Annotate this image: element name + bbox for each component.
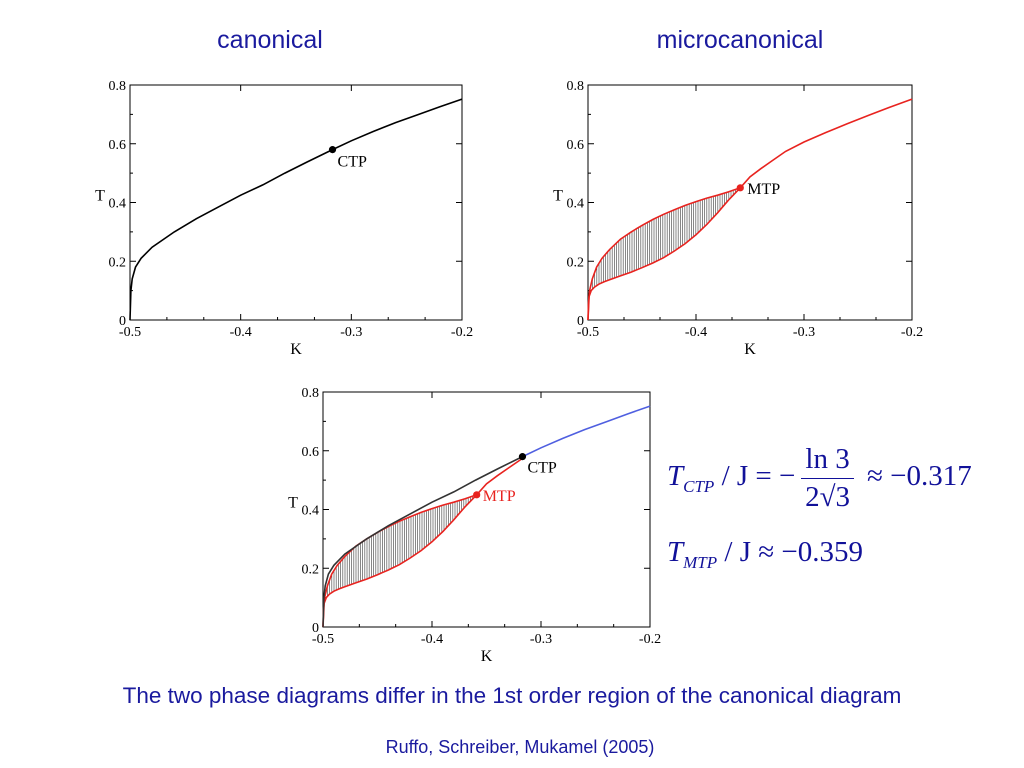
series-line-upper — [587, 187, 741, 321]
plot-frame — [322, 391, 651, 628]
y-tick-label: 0.4 — [302, 504, 320, 519]
y-tick-label: 0.4 — [109, 197, 127, 212]
mtp-sub: MTP — [683, 553, 718, 572]
y-tick-label: 0.8 — [302, 386, 320, 401]
ctp-denominator: 2√3 — [805, 481, 850, 513]
y-tick-label: 0.2 — [302, 562, 320, 577]
y-tick-label: 0.8 — [567, 79, 585, 94]
x-tick-label: -0.4 — [230, 325, 252, 340]
y-tick-label: 0.6 — [567, 138, 585, 153]
x-tick-label: -0.4 — [421, 632, 443, 647]
x-tick-label: -0.2 — [451, 325, 473, 340]
hatch-region — [324, 495, 476, 601]
x-tick-label: -0.5 — [577, 325, 599, 340]
ctp-t: T — [667, 460, 684, 493]
y-tick-label: 0 — [577, 314, 584, 329]
y-axis-label: T — [553, 188, 563, 205]
x-tick-label: -0.4 — [685, 325, 707, 340]
y-tick-label: 0.6 — [109, 138, 127, 153]
y-tick-label: 0 — [119, 314, 126, 329]
ctp-fraction: ln 3 2√3 — [801, 443, 854, 514]
citation: Ruffo, Schreiber, Mukamel (2005) — [385, 737, 655, 757]
series-line-lower — [322, 494, 478, 628]
mtp-formula: TMTP / J ≈ −0.359 — [667, 536, 863, 573]
x-axis-label: K — [744, 341, 756, 358]
point-ctp — [518, 453, 527, 461]
y-tick-label: 0.8 — [109, 79, 127, 94]
x-axis-label: K — [290, 341, 302, 358]
microcanonical-heading: microcanonical — [656, 26, 824, 54]
canonical-heading: canonical — [217, 26, 323, 54]
ctp-rest: / J = − — [714, 460, 796, 493]
y-tick-label: 0.4 — [567, 197, 585, 212]
hatch-region — [589, 187, 741, 294]
mtp-t: T — [667, 536, 684, 568]
point-ctp — [328, 146, 337, 154]
point-mtp — [473, 491, 481, 499]
y-tick-label: 0.2 — [567, 255, 585, 270]
y-tick-label: 0.6 — [302, 445, 320, 460]
x-tick-label: -0.5 — [312, 632, 334, 647]
y-tick-label: 0 — [312, 621, 319, 636]
ctp-sub: CTP — [683, 477, 715, 497]
x-tick-label: -0.2 — [901, 325, 923, 340]
point-mtp — [736, 184, 744, 192]
x-tick-label: -0.3 — [530, 632, 552, 647]
series-line-branch — [476, 457, 523, 496]
mtp-rest: / J ≈ −0.359 — [717, 536, 864, 568]
x-tick-label: -0.3 — [793, 325, 815, 340]
x-axis-label: K — [481, 648, 493, 665]
y-axis-label: T — [95, 188, 105, 205]
y-tick-label: 0.2 — [109, 255, 127, 270]
y-axis-label: T — [288, 495, 298, 512]
series-line-canonical — [322, 455, 523, 628]
ctp-approx: ≈ −0.317 — [859, 460, 972, 493]
point-label-ctp: CTP — [527, 460, 556, 477]
point-label-mtp: MTP — [483, 488, 516, 505]
series-line-common — [522, 405, 651, 458]
ctp-formula: TCTP / J = − ln 3 2√3 ≈ −0.317 — [667, 443, 972, 514]
series-line-curve — [129, 98, 463, 321]
caption: The two phase diagrams differ in the 1st… — [122, 683, 902, 708]
ctp-numerator: ln 3 — [801, 443, 854, 479]
point-label-mtp: MTP — [747, 181, 780, 198]
x-tick-label: -0.5 — [119, 325, 141, 340]
x-tick-label: -0.3 — [340, 325, 362, 340]
series-line-lower — [587, 187, 741, 321]
series-line-branch — [739, 98, 913, 189]
point-label-ctp: CTP — [338, 154, 367, 171]
x-tick-label: -0.2 — [639, 632, 661, 647]
